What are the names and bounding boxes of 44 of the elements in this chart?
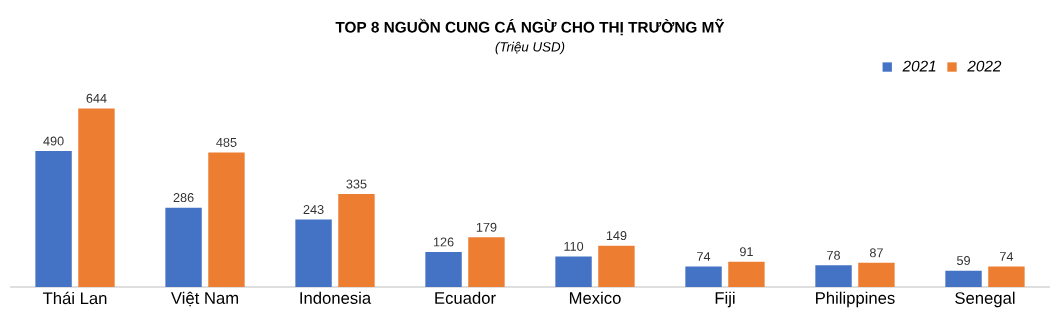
bar [945, 270, 982, 287]
bar [685, 266, 722, 287]
data-label: 91 [739, 247, 753, 257]
data-label: 335 [346, 179, 367, 189]
legend-label: 2022 [967, 60, 1002, 72]
data-label: 110 [564, 241, 584, 251]
legend-label: 2021 [902, 60, 936, 72]
bar [555, 256, 592, 287]
x-tick-label: Mexico [569, 291, 621, 304]
data-label: 490 [43, 136, 64, 146]
data-label: 74 [1000, 252, 1014, 261]
data-label: 87 [869, 248, 883, 258]
x-tick-label: Ecuador [435, 291, 496, 304]
bar [338, 194, 375, 287]
x-tick-label: Việt Nam [170, 291, 239, 307]
data-label: 149 [606, 231, 627, 241]
x-tick-label: Philippines [816, 291, 895, 308]
data-label: 74 [697, 252, 711, 261]
bar [425, 252, 462, 287]
x-tick-label: Indonesia [300, 291, 372, 304]
x-tick-label: Fiji [715, 291, 735, 308]
data-label: 59 [956, 256, 970, 266]
data-label: 485 [216, 137, 237, 147]
bar [35, 151, 72, 287]
data-label: 179 [476, 222, 497, 232]
data-label: 126 [433, 237, 454, 247]
bar [728, 261, 765, 287]
chart-subtitle: (Triệu USD) [495, 41, 565, 55]
data-label: 243 [303, 205, 324, 215]
chart-title: TOP 8 NGUỒN CUNG CÁ NGỪ CHO THỊ TRƯỜNG MỸ [335, 18, 725, 36]
bar [988, 266, 1025, 287]
bar [208, 152, 245, 287]
bar [78, 108, 115, 287]
bar [295, 219, 332, 287]
data-label: 644 [86, 93, 107, 103]
data-label: 78 [827, 250, 841, 260]
data-label: 286 [173, 193, 194, 203]
x-tick-label: Thái Lan [42, 291, 107, 305]
x-tick-label: Senegal [955, 291, 1015, 308]
bar [815, 265, 852, 287]
bar [165, 207, 202, 287]
bar [598, 245, 635, 287]
bar [468, 237, 505, 287]
bar [858, 262, 895, 287]
